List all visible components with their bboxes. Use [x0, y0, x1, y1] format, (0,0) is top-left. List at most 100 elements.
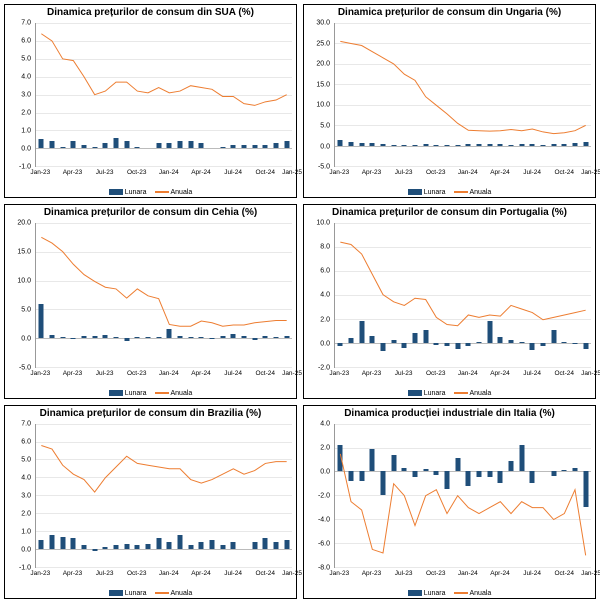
x-tick-label: Jan-25	[581, 370, 600, 377]
y-axis: -1.00.01.02.03.04.05.06.07.0	[5, 424, 33, 568]
legend: LunaraAnuala	[5, 390, 296, 397]
x-tick-label: Jul-24	[224, 570, 242, 577]
y-tick-label: 4.0	[320, 420, 330, 427]
x-tick-label: Jul-23	[96, 169, 114, 176]
chart-title: Dinamica prețurilor de consum din Portug…	[304, 207, 595, 218]
y-tick-label: -8.0	[318, 564, 330, 571]
legend-line-swatch	[155, 392, 169, 394]
x-axis: Jan-23Apr-23Jul-23Oct-23Jan-24Apr-24Jul-…	[35, 370, 292, 382]
x-tick-label: Jul-23	[395, 570, 413, 577]
legend-line-label: Anuala	[171, 590, 193, 597]
y-tick-label: 2.0	[21, 510, 31, 517]
x-tick-label: Jan-25	[581, 169, 600, 176]
legend-line-swatch	[454, 191, 468, 193]
x-tick-label: Apr-24	[490, 370, 510, 377]
legend-bar-swatch	[109, 590, 123, 596]
legend: Lunara Anuala	[5, 189, 296, 196]
x-tick-label: Jul-24	[224, 169, 242, 176]
legend-line-swatch	[454, 592, 468, 594]
x-tick-label: Jul-24	[224, 370, 242, 377]
x-tick-label: Jan-23	[329, 370, 349, 377]
y-tick-label: 5.0	[21, 306, 31, 313]
y-tick-label: 4.0	[21, 74, 31, 81]
x-tick-label: Apr-23	[63, 570, 83, 577]
y-tick-label: -2.0	[318, 364, 330, 371]
y-tick-label: 1.0	[21, 528, 31, 535]
y-tick-label: 5.0	[21, 456, 31, 463]
y-tick-label: -6.0	[318, 540, 330, 547]
chart-title: Dinamica prețurilor de consum din Ungari…	[304, 7, 595, 18]
legend-line-label: Anuala	[470, 189, 492, 196]
plot-area	[334, 223, 591, 367]
x-axis: Jan-23Apr-23Jul-23Oct-23Jan-24Apr-24Jul-…	[35, 570, 292, 582]
chart-title: Dinamica prețurilor de consum din Brazil…	[5, 408, 296, 419]
y-tick-label: -1.0	[19, 564, 31, 571]
y-axis: -1.00.01.02.03.04.05.06.07.0	[5, 23, 33, 167]
y-axis: -5.00.05.010.015.020.025.030.0	[304, 23, 332, 167]
x-tick-label: Jan-25	[282, 169, 302, 176]
x-tick-label: Jan-23	[30, 570, 50, 577]
y-tick-label: 10.0	[316, 102, 330, 109]
x-tick-label: Oct-24	[554, 570, 574, 577]
legend-line-swatch	[155, 191, 169, 193]
y-tick-label: 0.0	[320, 468, 330, 475]
x-tick-label: Jan-25	[282, 370, 302, 377]
x-tick-label: Jan-24	[458, 370, 478, 377]
x-tick-label: Oct-23	[426, 370, 446, 377]
x-tick-label: Jul-23	[395, 370, 413, 377]
y-axis: -8.0-6.0-4.0-2.00.02.04.0	[304, 424, 332, 568]
x-tick-label: Apr-24	[191, 370, 211, 377]
line-series	[335, 424, 591, 567]
y-tick-label: 6.0	[21, 438, 31, 445]
legend-bar-label: Lunara	[125, 189, 147, 196]
line-series	[335, 223, 591, 366]
legend-bar-label: Lunara	[424, 390, 446, 397]
y-tick-label: 0.0	[21, 335, 31, 342]
x-tick-label: Jul-23	[96, 570, 114, 577]
y-axis: -2.00.02.04.06.08.010.0	[304, 223, 332, 367]
legend-bar-swatch	[408, 590, 422, 596]
x-tick-label: Oct-23	[426, 570, 446, 577]
x-tick-label: Jul-24	[523, 370, 541, 377]
x-tick-label: Apr-24	[191, 570, 211, 577]
y-tick-label: 7.0	[21, 420, 31, 427]
y-tick-label: 0.0	[320, 143, 330, 150]
chart-panel: Dinamica prețurilor de consum din Portug…	[303, 204, 596, 398]
legend-line-label: Anuala	[470, 590, 492, 597]
y-tick-label: 2.0	[320, 444, 330, 451]
y-tick-label: 25.0	[316, 40, 330, 47]
legend-line-swatch	[155, 592, 169, 594]
x-tick-label: Jan-24	[458, 570, 478, 577]
x-tick-label: Jan-23	[30, 169, 50, 176]
x-tick-label: Jan-24	[159, 370, 179, 377]
y-tick-label: 8.0	[320, 244, 330, 251]
x-tick-label: Apr-24	[490, 169, 510, 176]
line-series	[335, 23, 591, 166]
x-tick-label: Apr-23	[362, 169, 382, 176]
x-axis: Jan-23Apr-23Jul-23Oct-23Jan-24Apr-24Jul-…	[334, 169, 591, 181]
x-tick-label: Apr-23	[63, 370, 83, 377]
x-axis: Jan-23Apr-23Jul-23Oct-23Jan-24Apr-24Jul-…	[334, 370, 591, 382]
x-tick-label: Oct-24	[554, 370, 574, 377]
chart-title: Dinamica prețurilor de consum din Cehia …	[5, 207, 296, 218]
x-tick-label: Jan-23	[329, 169, 349, 176]
legend-bar-swatch	[408, 390, 422, 396]
chart-panel: Dinamica producției industriale din Ital…	[303, 405, 596, 599]
x-tick-label: Jan-25	[282, 570, 302, 577]
x-tick-label: Oct-23	[127, 169, 147, 176]
line-series	[36, 223, 292, 366]
x-tick-label: Apr-24	[490, 570, 510, 577]
x-tick-label: Jan-23	[30, 370, 50, 377]
y-tick-label: 3.0	[21, 92, 31, 99]
y-tick-label: 3.0	[21, 492, 31, 499]
x-tick-label: Jul-24	[523, 169, 541, 176]
legend-line-label: Anuala	[171, 189, 193, 196]
x-tick-label: Oct-23	[127, 570, 147, 577]
y-tick-label: 5.0	[320, 123, 330, 130]
y-tick-label: 15.0	[316, 81, 330, 88]
y-tick-label: 7.0	[21, 20, 31, 27]
x-axis: Jan-23Apr-23Jul-23Oct-23Jan-24Apr-24Jul-…	[35, 169, 292, 181]
x-tick-label: Oct-24	[255, 370, 275, 377]
x-tick-label: Apr-23	[362, 570, 382, 577]
chart-title: Dinamica producției industriale din Ital…	[304, 408, 595, 419]
